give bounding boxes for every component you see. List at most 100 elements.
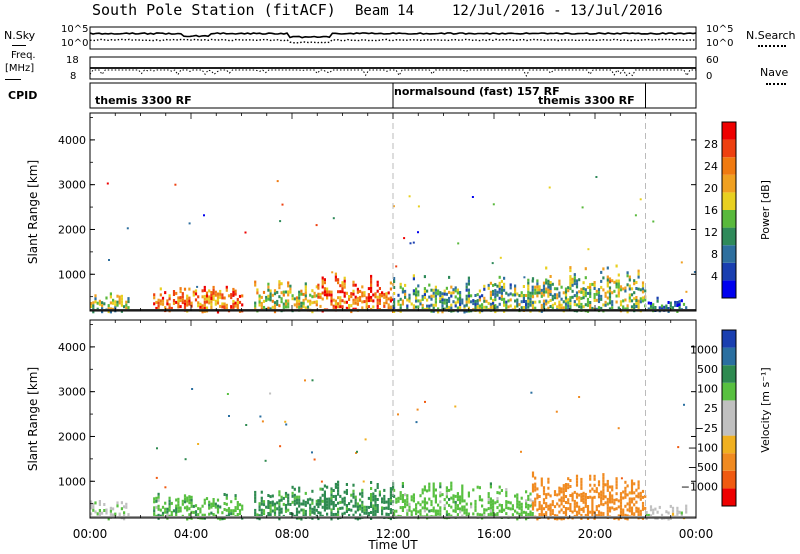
velocity-echo-cell <box>628 503 631 507</box>
power-echo-cell <box>551 297 554 301</box>
power-echo-cell <box>602 288 605 292</box>
power-echo-cell <box>615 282 618 286</box>
velocity-echo-cell <box>667 511 670 515</box>
velocity-echo-cell <box>586 514 590 517</box>
power-echo-cell <box>227 294 231 298</box>
velocity-echo-cell <box>393 512 396 516</box>
velocity-echo-cell <box>319 496 322 500</box>
power-echo-cell <box>536 291 539 295</box>
power-echo-cell <box>300 301 303 305</box>
velocity-echo-cell <box>343 499 346 503</box>
velocity-echo-cell <box>210 511 213 515</box>
power-echo-cell <box>339 290 342 294</box>
velocity-colorbar-tick-label: 500 <box>697 363 718 376</box>
velocity-echo-cell <box>472 488 475 492</box>
power-echo-cell <box>617 279 620 283</box>
power-echo-cell <box>520 294 523 298</box>
power-echo-cell <box>578 305 581 309</box>
power-echo-cell <box>412 289 415 293</box>
velocity-echo-cell <box>376 504 379 507</box>
power-echo-cell <box>567 289 570 293</box>
power-echo-cell <box>494 307 497 311</box>
power-echo-cell <box>542 284 546 288</box>
velocity-echo-cell <box>295 495 299 499</box>
velocity-echo-cell <box>227 507 231 511</box>
power-echo-cell <box>383 304 386 308</box>
power-echo-cell <box>343 282 346 286</box>
scatter-echo-point <box>415 421 418 424</box>
power-echo-cell <box>153 293 156 297</box>
power-echo-cell <box>109 310 112 314</box>
power-echo-cell <box>289 284 292 288</box>
velocity-echo-cell <box>593 483 596 487</box>
power-echo-cell <box>370 283 373 287</box>
velocity-echo-cell <box>474 502 477 506</box>
velocity-echo-cell <box>478 495 481 499</box>
velocity-echo-cell <box>578 511 581 515</box>
velocity-echo-cell <box>190 510 193 514</box>
velocity-echo-cell <box>293 499 296 503</box>
velocity-echo-cell <box>639 497 642 501</box>
power-echo-cell <box>339 299 342 303</box>
power-echo-cell <box>494 283 497 287</box>
velocity-echo-cell <box>374 509 377 513</box>
velocity-echo-cell <box>352 483 355 487</box>
velocity-echo-cell <box>376 507 379 510</box>
velocity-echo-cell <box>323 493 326 497</box>
power-echo-cell <box>254 280 257 284</box>
power-echo-cell <box>291 297 294 301</box>
velocity-echo-cell <box>225 496 228 500</box>
velocity-echo-cell <box>613 507 616 511</box>
power-echo-cell <box>569 287 572 291</box>
power-echo-cell <box>558 291 561 295</box>
velocity-echo-cell <box>671 512 675 516</box>
power-echo-cell <box>383 295 386 299</box>
velocity-echo-cell <box>376 498 379 501</box>
velocity-echo-cell <box>641 501 645 505</box>
velocity-echo-cell <box>298 489 301 493</box>
power-echo-cell <box>348 298 351 301</box>
velocity-echo-cell <box>365 508 368 512</box>
velocity-echo-cell <box>619 498 623 502</box>
power-echo-cell <box>611 303 614 307</box>
velocity-echo-cell <box>589 474 592 478</box>
power-echo-cell <box>492 283 495 287</box>
velocity-echo-cell <box>496 497 499 501</box>
power-echo-cell <box>361 306 364 310</box>
velocity-echo-cell <box>536 496 539 500</box>
power-echo-cell <box>443 289 446 293</box>
power-echo-cell <box>575 282 579 286</box>
power-echo-cell <box>459 306 462 309</box>
velocity-echo-cell <box>105 508 108 512</box>
velocity-echo-cell <box>208 506 211 510</box>
velocity-echo-cell <box>293 487 296 491</box>
power-echo-cell <box>624 298 627 302</box>
power-echo-cell <box>168 297 171 301</box>
power-echo-cell <box>580 296 583 300</box>
power-echo-cell <box>225 288 228 292</box>
power-echo-cell <box>230 305 233 309</box>
power-echo-cell <box>571 289 574 293</box>
power-echo-cell <box>529 303 532 307</box>
power-echo-cell <box>593 296 596 299</box>
power-echo-cell <box>547 279 550 283</box>
power-echo-cell <box>564 287 568 291</box>
velocity-echo-cell <box>361 488 364 492</box>
velocity-echo-cell <box>496 491 499 495</box>
power-echo-cell <box>223 302 226 306</box>
power-echo-cell <box>168 303 171 307</box>
velocity-echo-cell <box>406 509 409 513</box>
velocity-echo-cell <box>624 513 627 517</box>
power-echo-cell <box>676 304 679 307</box>
velocity-echo-cell <box>408 505 411 509</box>
power-echo-cell <box>503 297 506 301</box>
velocity-echo-cell <box>525 517 528 521</box>
velocity-echo-cell <box>177 500 180 504</box>
power-echo-cell <box>531 285 534 289</box>
power-echo-cell <box>287 281 290 285</box>
velocity-echo-cell <box>487 495 490 499</box>
power-echo-cell <box>472 302 475 306</box>
power-echo-cell <box>467 276 470 280</box>
velocity-echo-cell <box>685 510 688 514</box>
velocity-echo-cell <box>556 502 559 506</box>
